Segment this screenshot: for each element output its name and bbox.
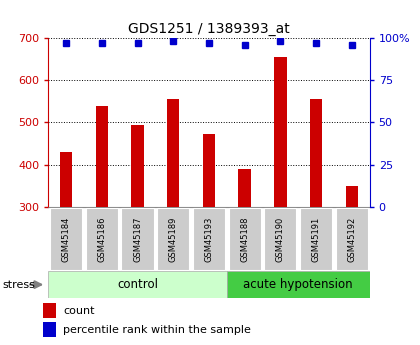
Bar bbox=[157, 208, 189, 269]
Bar bbox=[43, 322, 56, 337]
Bar bbox=[239, 169, 251, 207]
Text: GSM45184: GSM45184 bbox=[62, 217, 71, 262]
Bar bbox=[264, 208, 297, 269]
Bar bbox=[228, 208, 261, 269]
Bar bbox=[48, 271, 227, 298]
Text: GSM45188: GSM45188 bbox=[240, 217, 249, 262]
Bar bbox=[227, 271, 370, 298]
Text: GSM45192: GSM45192 bbox=[347, 217, 356, 262]
Text: GSM45189: GSM45189 bbox=[169, 217, 178, 262]
Text: control: control bbox=[117, 278, 158, 291]
Bar bbox=[193, 208, 225, 269]
Title: GDS1251 / 1389393_at: GDS1251 / 1389393_at bbox=[128, 21, 290, 36]
Bar bbox=[96, 106, 108, 207]
Bar bbox=[300, 208, 332, 269]
Bar bbox=[86, 208, 118, 269]
Text: GSM45191: GSM45191 bbox=[312, 217, 320, 262]
Bar bbox=[131, 125, 144, 207]
Text: count: count bbox=[63, 306, 94, 315]
Bar bbox=[346, 186, 358, 207]
Text: GSM45186: GSM45186 bbox=[97, 217, 106, 262]
Text: GSM45190: GSM45190 bbox=[276, 217, 285, 262]
Bar bbox=[43, 303, 56, 318]
Bar bbox=[203, 134, 215, 207]
Bar bbox=[60, 152, 72, 207]
Bar bbox=[336, 208, 368, 269]
Text: GSM45193: GSM45193 bbox=[205, 217, 213, 262]
Bar bbox=[50, 208, 82, 269]
Text: GSM45187: GSM45187 bbox=[133, 217, 142, 262]
Bar bbox=[274, 57, 286, 207]
Text: stress: stress bbox=[2, 280, 35, 289]
Bar bbox=[121, 208, 154, 269]
Text: acute hypotension: acute hypotension bbox=[243, 278, 353, 291]
Text: percentile rank within the sample: percentile rank within the sample bbox=[63, 325, 251, 335]
Bar bbox=[167, 99, 179, 207]
Bar bbox=[310, 99, 322, 207]
